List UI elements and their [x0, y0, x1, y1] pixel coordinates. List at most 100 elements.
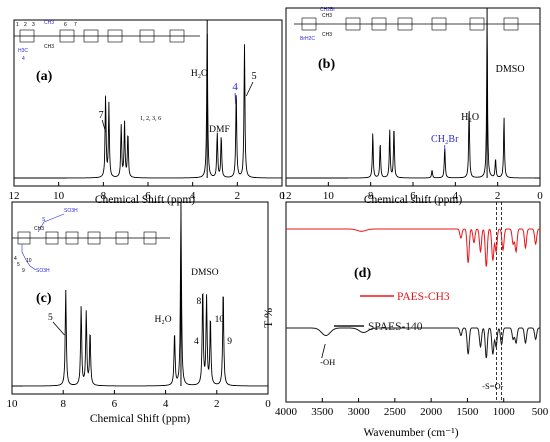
x-tick-label: 3500 [311, 406, 334, 418]
x-tick-label: 4 [190, 190, 196, 202]
x-axis-title-d: Wavenumber (cm⁻¹) [363, 427, 458, 439]
plot-frame [11, 201, 269, 395]
annotation-label: H₂O [191, 69, 208, 79]
x-tick-label: 12 [9, 190, 20, 202]
legend-label-spaes-140: SPAES-140 [368, 321, 423, 333]
annotation-label: 9 [227, 337, 232, 347]
ftir-spectrum-d: 4000 3500 3000 2500 2000 1500 1000 500 -OH -S=O- [275, 201, 549, 418]
x-tick-label: 8 [368, 190, 374, 202]
x-tick-label: 3000 [348, 406, 371, 418]
x-tick-label: 12 [281, 190, 292, 202]
x-tick-label: 10 [323, 190, 335, 202]
annotation-label: H₂O [461, 112, 479, 123]
annotation-label: 1, 2, 3, 6 [140, 116, 161, 122]
struct-label: 2 [24, 22, 27, 28]
x-tick-label: 10 [53, 190, 65, 202]
struct-label: 9 [22, 268, 25, 274]
panel-label-b: (b) [318, 57, 335, 72]
structure-a: 1 2 3 CH3 CH3 6 7 H3C 4 [14, 20, 200, 62]
x-tick-label: 4 [163, 398, 169, 410]
panel-d: 4000 3500 3000 2500 2000 1500 1000 500-OH-S=O- … [261, 201, 549, 439]
x-tick-label: 500 [532, 406, 549, 418]
struct-label: CH2Br [320, 7, 335, 13]
annotation-label: 10 [215, 315, 225, 325]
annotation-label: 4 [194, 337, 199, 347]
panel-a: 1 2 3 CH3 CH3 6 7 H3C 4 (a) 12 10 8 6 4 2 07 1,… [9, 19, 285, 206]
annotation-label: 5 [252, 71, 257, 82]
plot-frame [285, 201, 541, 403]
series-line-spaes-140 [286, 327, 540, 359]
panel-c: SO3H S CH3 4 5 10 9 SO3H (c) 10 8 6 4 2 0 5 H₂O… [7, 201, 271, 425]
struct-label: 1 [16, 22, 19, 28]
annotation-arrow [245, 81, 254, 97]
struct-label: SO3H [36, 268, 50, 274]
annotation-label: 8 [197, 297, 202, 307]
struct-label: SO3H [64, 208, 78, 214]
x-tick-label: 6 [145, 190, 151, 202]
y-axis-title-d: T % [261, 308, 275, 328]
struct-label: H3C [18, 48, 28, 54]
x-tick-label: 0 [265, 398, 271, 410]
x-tick-label: 2 [495, 190, 501, 202]
x-tick-label: 4000 [275, 406, 298, 418]
annotation-label: -S=O- [482, 381, 503, 391]
panel-label-c: (c) [36, 291, 52, 306]
annotation-arrow [321, 343, 326, 359]
panel-label-a: (a) [36, 69, 53, 84]
annotation-arrow [52, 321, 65, 336]
nmr-trace [14, 33, 282, 179]
x-tick-label: 2 [214, 398, 220, 410]
annotation-label: CH₂Br [431, 134, 459, 145]
series-line-paes-ch3 [286, 228, 540, 267]
x-tick-label: 0 [279, 190, 285, 202]
x-tick-label: 2500 [384, 406, 407, 418]
annotation-label: DMF [209, 125, 230, 135]
struct-label: 7 [74, 22, 77, 28]
struct-label: 4 [22, 56, 25, 62]
structure-b: CH2Br CH3 CH3 BrH2C [294, 7, 540, 42]
annotation-label: H₂O [155, 315, 172, 325]
struct-label: 4 [14, 256, 17, 262]
x-tick-label: 8 [101, 190, 107, 202]
panel-label-d: (d) [354, 266, 371, 281]
x-tick-label: 6 [410, 190, 416, 202]
struct-label: CH3 [44, 20, 54, 26]
x-tick-label: 2 [235, 190, 241, 202]
x-tick-label: 8 [60, 398, 66, 410]
nmr-trace [12, 211, 268, 387]
annotation-arrow [101, 119, 106, 133]
struct-label: CH3 [34, 226, 44, 232]
x-tick-label: 10 [7, 398, 19, 410]
annotation-label: -OH [320, 357, 335, 367]
struct-label: BrH2C [300, 36, 315, 42]
x-tick-label: 4 [453, 190, 459, 202]
x-tick-label: 1500 [456, 406, 479, 418]
structure-c: SO3H S CH3 4 5 10 9 SO3H [12, 208, 170, 274]
legend-label-paes-ch3: PAES-CH3 [397, 291, 450, 303]
panel-b: CH2Br CH3 CH3 BrH2C (b) 12 10 8 6 4 2 0 CH₂BrH₂… [281, 7, 544, 206]
x-tick-label: 1000 [493, 406, 516, 418]
annotation-label: DMSO [496, 64, 525, 75]
struct-label: 5 [17, 262, 20, 268]
struct-label: 10 [26, 258, 32, 264]
x-axis-title-b: Chemical shift (ppm) [364, 194, 463, 206]
x-tick-label: 2000 [420, 406, 443, 418]
annotation-label: 7 [99, 110, 104, 121]
x-axis-title-c: Chemical Shift (ppm) [90, 413, 190, 425]
nmr-trace [286, 19, 540, 179]
x-tick-label: 0 [537, 190, 543, 202]
struct-label: CH3 [322, 32, 332, 38]
struct-label: 3 [32, 22, 35, 28]
plot-frame [13, 19, 283, 187]
annotation-label: DMSO [191, 268, 219, 278]
struct-label: S [42, 217, 46, 223]
x-axis-title-a: Chemical Shift (ppm) [95, 194, 195, 206]
struct-label: 6 [64, 22, 67, 28]
struct-label: CH3 [44, 44, 54, 50]
struct-label: CH3 [322, 13, 332, 19]
annotation-label: 5 [48, 313, 53, 323]
